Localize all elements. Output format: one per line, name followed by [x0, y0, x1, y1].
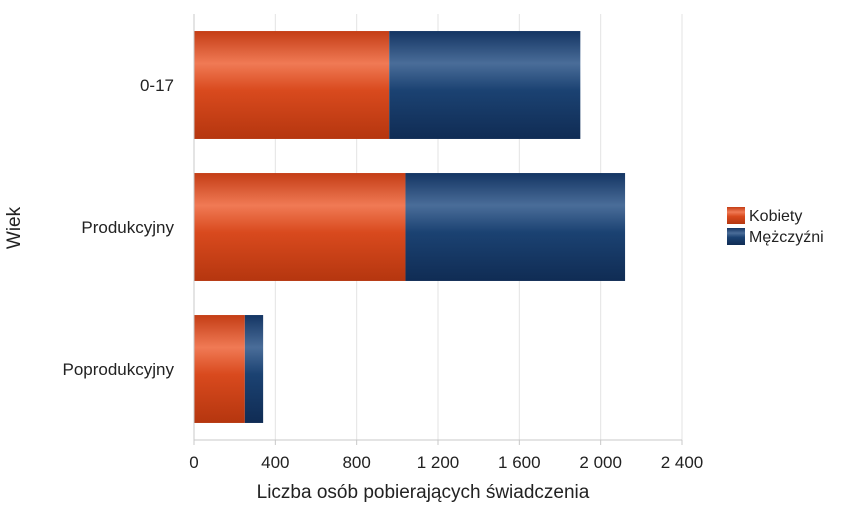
bars [194, 31, 626, 423]
x-tick-label: 1 600 [498, 453, 541, 472]
legend: Kobiety Mężczyźni [727, 207, 824, 246]
category-label: Produkcyjny [81, 218, 174, 237]
x-tick-label: 2 000 [579, 453, 622, 472]
bar-mezczyzni-0 [389, 31, 581, 139]
y-axis-title: Wiek [4, 206, 25, 249]
x-tick-label: 2 400 [661, 453, 704, 472]
x-tick-label: 800 [342, 453, 370, 472]
axes: 0-17 Produkcyjny Poprodukcyjny 0 400 800 1 200… [4, 14, 703, 503]
legend-label-kobiety: Kobiety [749, 208, 802, 225]
legend-swatch-mezczyzni [727, 228, 745, 245]
x-tick-label: 400 [261, 453, 289, 472]
bar-mezczyzni-1 [405, 173, 626, 281]
bar-kobiety-1 [194, 173, 406, 281]
bar-kobiety-2 [194, 315, 245, 423]
bar-kobiety-0 [194, 31, 390, 139]
category-label: 0-17 [140, 76, 174, 95]
x-tick-label: 0 [189, 453, 198, 472]
category-label: Poprodukcyjny [62, 360, 174, 379]
bar-mezczyzni-2 [244, 315, 264, 423]
x-tick-label: 1 200 [417, 453, 460, 472]
legend-label-mezczyzni: Mężczyźni [749, 229, 824, 246]
legend-swatch-kobiety [727, 207, 745, 224]
x-axis-title: Liczba osób pobierających świadczenia [257, 482, 590, 503]
